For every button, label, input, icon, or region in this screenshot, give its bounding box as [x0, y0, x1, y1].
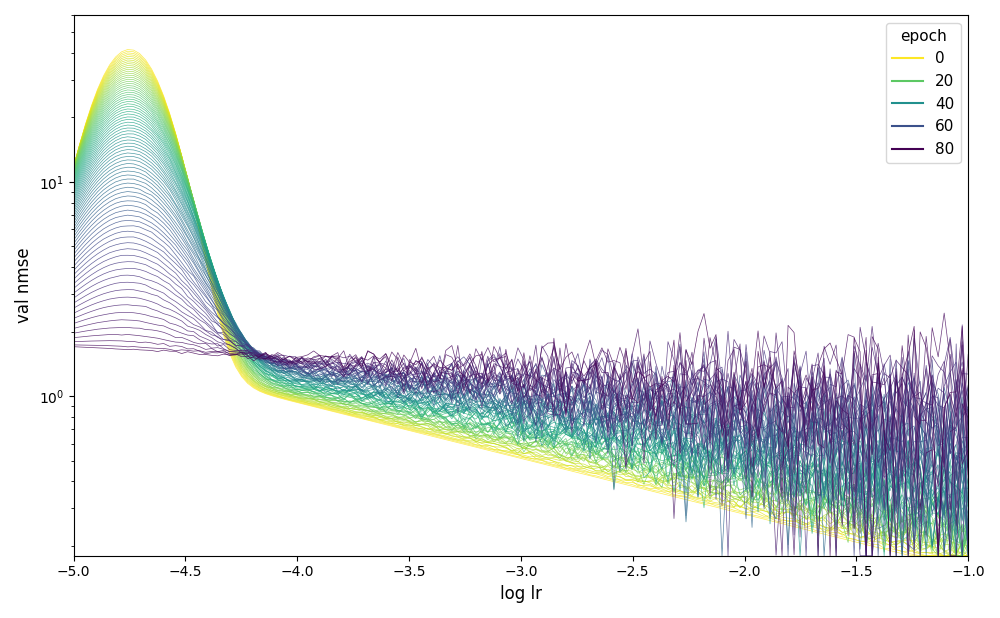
X-axis label: log lr: log lr: [500, 585, 542, 603]
Legend: 0, 20, 40, 60, 80: 0, 20, 40, 60, 80: [886, 23, 961, 163]
Y-axis label: val nmse: val nmse: [15, 248, 33, 323]
